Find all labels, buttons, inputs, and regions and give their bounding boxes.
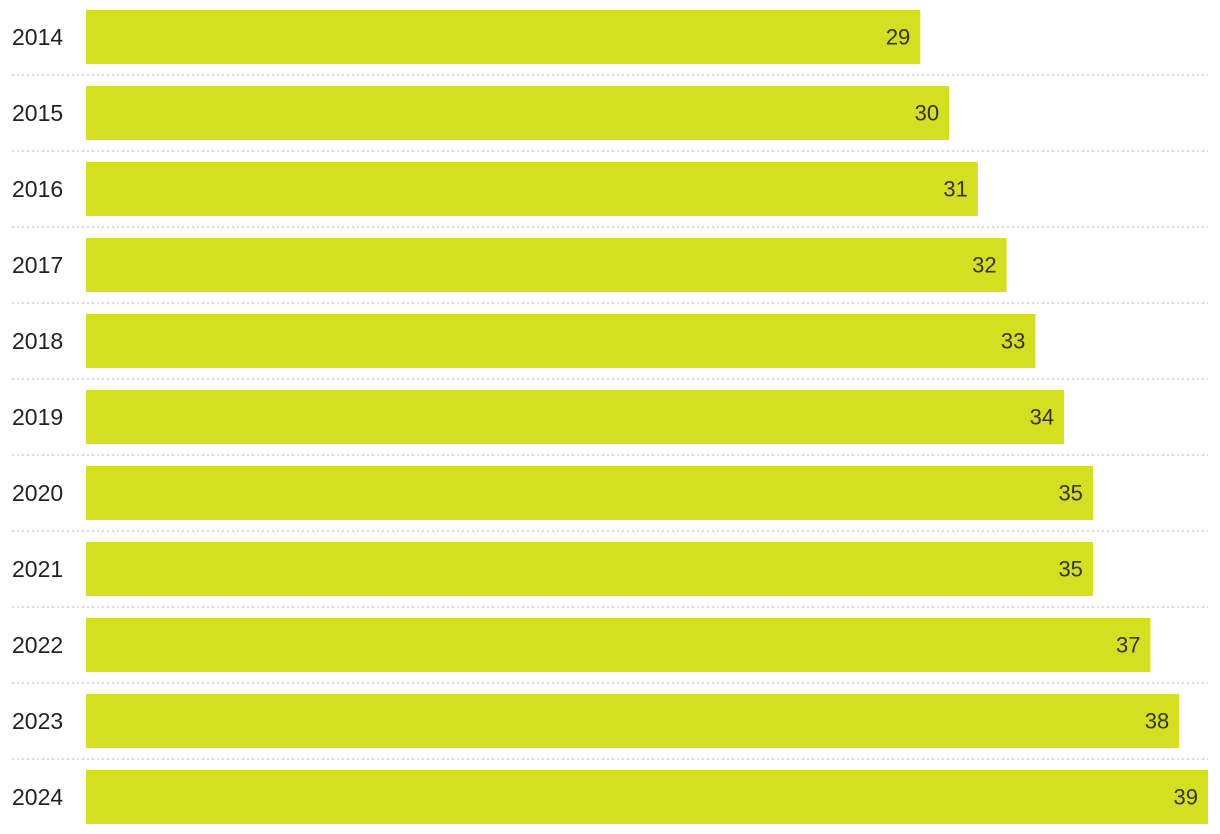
value-label: 34 [1030,405,1054,430]
bar [86,618,1151,672]
bar [86,10,921,64]
value-label: 33 [1001,329,1025,354]
value-label: 31 [943,177,967,202]
bar-row-2020: 2020 35 [12,466,1093,520]
category-label: 2015 [12,100,63,126]
category-label: 2024 [12,784,63,810]
bar-row-2017: 2017 32 [12,238,1007,292]
bar [86,314,1036,368]
value-label: 38 [1145,709,1169,734]
bar [86,770,1208,824]
category-label: 2017 [12,252,63,278]
bar-row-2016: 2016 31 [12,162,978,216]
value-label: 37 [1116,633,1140,658]
category-label: 2014 [12,24,63,50]
bar [86,86,950,140]
category-label: 2019 [12,404,63,430]
bar-row-2014: 2014 29 [12,10,921,64]
category-label: 2020 [12,480,63,506]
value-label: 30 [915,101,939,126]
value-label: 29 [886,25,910,50]
bar-row-2021: 2021 35 [12,542,1093,596]
bar [86,466,1093,520]
bar-row-2019: 2019 34 [12,390,1065,444]
category-label: 2023 [12,708,63,734]
value-label: 35 [1058,481,1082,506]
bar [86,162,978,216]
value-label: 32 [972,253,996,278]
bars-layer: 2014 29 2015 30 2016 31 2017 32 2018 33 2019 34 2020… [12,10,1208,824]
bar-row-2018: 2018 33 [12,314,1036,368]
bar-row-2024: 2024 39 [12,770,1208,824]
value-label: 35 [1058,557,1082,582]
bar [86,238,1007,292]
category-label: 2022 [12,632,63,658]
bar [86,390,1065,444]
category-label: 2018 [12,328,63,354]
bar [86,542,1093,596]
bar-row-2022: 2022 37 [12,618,1151,672]
bar-row-2015: 2015 30 [12,86,950,140]
value-label: 39 [1174,785,1198,810]
category-label: 2016 [12,176,63,202]
bar [86,694,1180,748]
category-label: 2021 [12,556,63,582]
bar-row-2023: 2023 38 [12,694,1180,748]
